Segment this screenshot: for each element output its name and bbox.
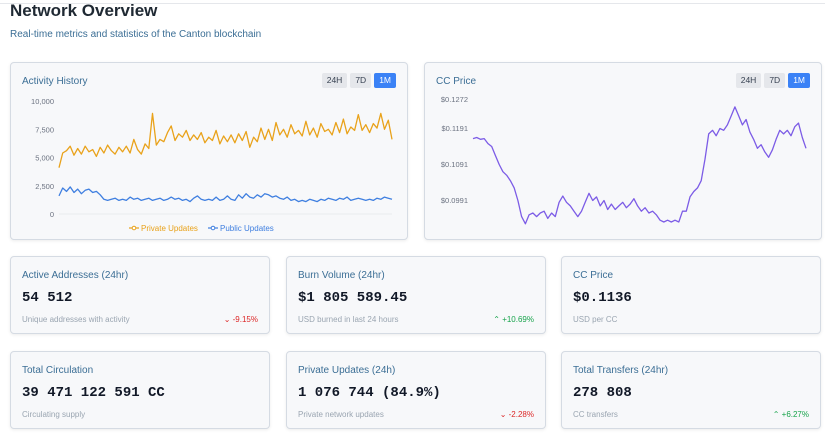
price-range-1m[interactable]: 1M xyxy=(788,73,810,88)
card-value: 1 076 744 (84.9%) xyxy=(298,385,441,401)
top-divider xyxy=(0,3,825,4)
change-value: +6.27% xyxy=(781,410,809,419)
card-title: Total Transfers (24hr) xyxy=(573,365,669,376)
price-range-7d[interactable]: 7D xyxy=(764,73,786,88)
activity-range-7d[interactable]: 7D xyxy=(350,73,372,88)
card-description: USD per CC xyxy=(573,315,618,324)
card-description: Private network updates xyxy=(298,410,384,419)
card-description: Circulating supply xyxy=(22,410,86,419)
legend-label-private: Private Updates xyxy=(141,224,198,233)
card-value: $0.1136 xyxy=(573,290,632,306)
card-value: 39 471 122 591 CC xyxy=(22,385,165,401)
change-value: +10.69% xyxy=(502,315,534,324)
activity-legend: Private Updates Public Updates xyxy=(129,224,274,233)
y-tick-label: 7,500 xyxy=(35,125,54,134)
stat-card-burn-volume: Burn Volume (24hr) $1 805 589.45 USD bur… xyxy=(286,256,546,334)
cc-price-line[interactable] xyxy=(472,106,807,225)
card-title: Private Updates (24h) xyxy=(298,365,396,376)
private-updates-line[interactable] xyxy=(58,112,393,168)
stat-card-private-updates: Private Updates (24h) 1 076 744 (84.9%) … xyxy=(286,351,546,429)
card-title: Burn Volume (24hr) xyxy=(298,270,385,281)
public-updates-line[interactable] xyxy=(58,186,393,203)
legend-label-public: Public Updates xyxy=(220,224,274,233)
stat-card-total-circulation: Total Circulation 39 471 122 591 CC Circ… xyxy=(10,351,270,429)
chevron-up-icon: ⌃ xyxy=(772,410,780,419)
change-indicator: ⌄ -9.15% xyxy=(224,315,258,324)
cc-price-panel: CC Price 24H 7D 1M $0.1272 $0.1191 $0.1091… xyxy=(424,62,822,240)
change-indicator: ⌃ +10.69% xyxy=(493,315,534,324)
y-tick-label: 2,500 xyxy=(35,182,54,191)
activity-history-title: Activity History xyxy=(22,76,88,87)
y-tick-label: $0.1272 xyxy=(441,95,468,104)
chevron-down-icon: ⌄ xyxy=(499,410,507,419)
chevron-up-icon: ⌃ xyxy=(493,315,500,324)
activity-range-24h[interactable]: 24H xyxy=(321,73,348,88)
card-value: $1 805 589.45 xyxy=(298,290,408,306)
change-indicator: ⌄ -2.28% xyxy=(500,410,534,419)
activity-range-1m[interactable]: 1M xyxy=(374,73,396,88)
card-title: Total Circulation xyxy=(22,365,94,376)
cc-price-chart: $0.1272 $0.1191 $0.1091 $0.0991 xyxy=(441,95,807,225)
stat-card-total-transfers: Total Transfers (24hr) 278 808 CC transf… xyxy=(561,351,821,429)
stat-card-cc-price: CC Price $0.1136 USD per CC xyxy=(561,256,821,334)
card-value: 54 512 xyxy=(22,290,73,306)
activity-range-selector: 24H 7D 1M xyxy=(321,73,396,88)
chevron-down-icon: ⌄ xyxy=(223,315,231,324)
legend-item-public[interactable]: Public Updates xyxy=(208,224,274,233)
activity-history-panel: Activity History 24H 7D 1M 10,000 7,500 5,… xyxy=(10,62,408,240)
card-title: Active Addresses (24hr) xyxy=(22,270,129,281)
page-subtitle: Real-time metrics and statistics of the … xyxy=(10,29,262,40)
legend-item-private[interactable]: Private Updates xyxy=(129,224,198,233)
card-description: CC transfers xyxy=(573,410,618,419)
card-description: Unique addresses with activity xyxy=(22,315,130,324)
card-description: USD burned in last 24 hours xyxy=(298,315,399,324)
y-tick-label: 5,000 xyxy=(35,154,54,163)
change-indicator: ⌃ +6.27% xyxy=(773,410,809,419)
price-range-24h[interactable]: 24H xyxy=(735,73,762,88)
y-tick-label: $0.1191 xyxy=(441,124,468,133)
y-tick-label: $0.1091 xyxy=(441,160,468,169)
y-tick-label: $0.0991 xyxy=(441,196,468,205)
card-title: CC Price xyxy=(573,270,614,281)
change-value: -9.15% xyxy=(232,315,258,324)
change-value: -2.28% xyxy=(508,410,534,419)
page-title: Network Overview xyxy=(10,1,158,20)
activity-history-chart: 10,000 7,500 5,000 2,500 0 Private Updates P… xyxy=(31,97,393,233)
cc-price-title: CC Price xyxy=(436,76,477,87)
price-range-selector: 24H 7D 1M xyxy=(735,73,810,88)
y-tick-label: 10,000 xyxy=(31,97,54,106)
card-value: 278 808 xyxy=(573,385,632,401)
y-tick-label: 0 xyxy=(50,210,54,219)
stat-card-active-addresses: Active Addresses (24hr) 54 512 Unique ad… xyxy=(10,256,270,334)
